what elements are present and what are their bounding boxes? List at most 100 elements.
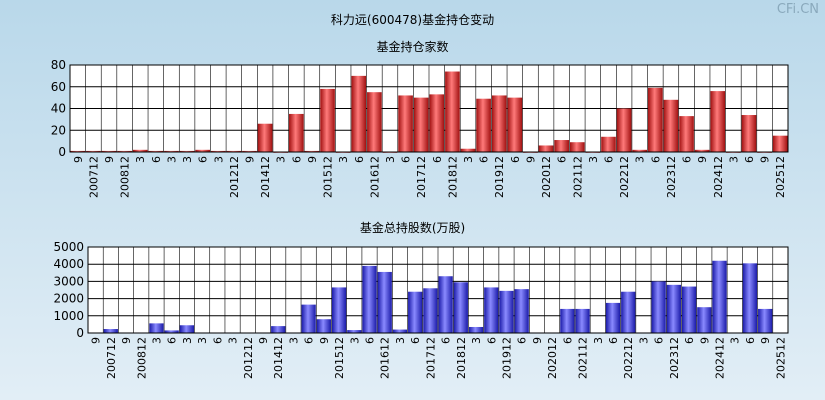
bar [413,97,429,152]
bar [569,142,585,152]
bar [772,135,788,152]
y-tick-label: 0 [58,145,66,159]
x-tick-label: 3 [212,156,225,163]
bar [362,265,377,333]
x-tick-label: 202112 [577,337,590,379]
bar [666,284,681,333]
bar [710,91,726,152]
x-tick-label: 6 [303,337,316,344]
x-tick-label: 3 [181,337,194,344]
x-tick-label: 202412 [712,156,725,198]
y-tick-label: 80 [51,58,66,72]
x-tick-label: 3 [337,156,350,163]
x-tick-label: 3 [384,156,397,163]
x-tick-label: 9 [90,337,103,344]
x-tick-label: 201712 [415,156,428,198]
bar [367,92,382,152]
bar [601,136,616,152]
bar [226,150,242,152]
bar [632,149,648,152]
y-tick-label: 2000 [53,292,84,306]
bar [476,98,491,152]
x-tick-label: 6 [681,156,694,163]
x-tick-label: 9 [696,156,709,163]
bar [697,307,712,333]
bar [257,123,273,152]
x-tick-label: 3 [634,156,647,163]
x-tick-label: 9 [318,337,331,344]
x-tick-label: 202212 [618,156,631,198]
x-tick-label: 201912 [500,337,513,379]
bar [484,287,499,333]
x-tick-label: 6 [211,337,224,344]
bar [648,87,663,152]
x-tick-label: 201612 [368,156,381,198]
x-tick-label: 6 [478,156,491,163]
x-tick-label: 200712 [105,337,118,379]
bar [86,150,101,152]
bar [101,150,117,152]
bar [621,291,636,333]
x-tick-label: 200712 [87,156,100,198]
bar [453,282,468,333]
x-tick-label: 6 [197,156,210,163]
bar [377,271,392,333]
bar [304,150,320,152]
x-tick-label: 6 [353,156,366,163]
x-tick-label: 3 [727,156,740,163]
x-tick-label: 6 [150,156,163,163]
x-tick-label: 9 [524,156,537,163]
x-tick-label: 6 [516,337,529,344]
bar [289,113,304,152]
bar [164,150,179,152]
bar [179,150,195,152]
x-tick-label: 201612 [379,337,392,379]
bar [554,140,569,152]
x-tick-label: 9 [759,337,772,344]
x-tick-label: 201512 [333,337,346,379]
x-tick-label: 6 [607,337,620,344]
bar [408,291,423,333]
bar [320,88,335,152]
x-tick-label: 6 [744,337,757,344]
x-tick-label: 3 [134,156,147,163]
plot-frame [69,64,789,153]
x-tick-label: 3 [729,337,742,344]
bar [445,71,460,152]
x-tick-label: 3 [592,337,605,344]
x-tick-label: 3 [150,337,163,344]
bar [195,149,210,152]
x-tick-label: 202012 [546,337,559,379]
bar [429,94,445,152]
bar [507,97,523,152]
x-tick-label: 6 [509,156,522,163]
x-tick-label: 200812 [119,156,132,198]
x-tick-label: 201712 [424,337,437,379]
bar [392,329,408,333]
bar [331,287,347,333]
x-tick-label: 9 [531,337,544,344]
x-tick-label: 201212 [228,156,241,198]
x-tick-label: 6 [440,337,453,344]
bar [468,326,484,333]
page-title: 科力远(600478)基金持仓变动 [330,13,495,27]
bar [681,286,697,333]
bar [103,329,118,333]
bar [514,289,529,333]
bar [347,330,362,333]
bar [210,150,226,152]
bar [742,263,758,333]
x-tick-label: 202512 [774,337,787,379]
x-tick-label: 9 [306,156,319,163]
x-tick-label: 9 [72,156,85,163]
bar [605,302,621,333]
bar [491,95,507,152]
x-tick-label: 202412 [714,337,727,379]
x-tick-label: 9 [698,337,711,344]
bar [741,115,757,152]
x-tick-label: 9 [244,156,257,163]
y-tick-label: 3000 [53,274,84,288]
x-tick-label: 202312 [665,156,678,198]
x-tick-label: 201812 [446,156,459,198]
